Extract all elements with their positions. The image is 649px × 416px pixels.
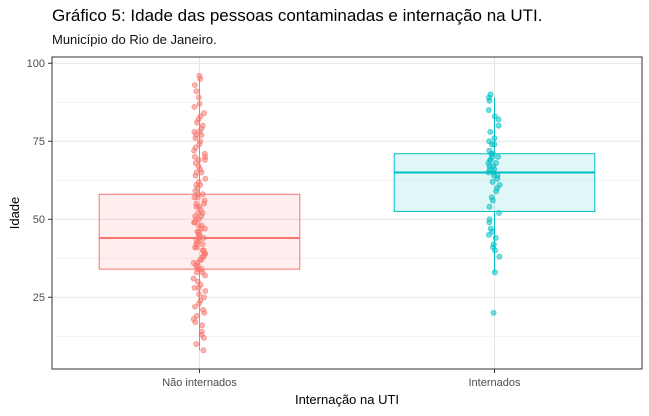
data-point bbox=[495, 116, 502, 123]
data-point bbox=[202, 288, 209, 294]
point-layer bbox=[190, 72, 503, 354]
data-point bbox=[490, 309, 497, 316]
data-point bbox=[495, 153, 501, 160]
data-point bbox=[196, 216, 202, 223]
data-point bbox=[192, 172, 199, 179]
data-point bbox=[496, 210, 502, 216]
data-point bbox=[494, 175, 501, 182]
data-point bbox=[491, 141, 498, 148]
data-point bbox=[194, 119, 200, 126]
data-point bbox=[193, 269, 200, 276]
data-point bbox=[190, 275, 197, 282]
data-point bbox=[492, 235, 499, 241]
data-point bbox=[193, 244, 200, 251]
data-point bbox=[201, 334, 207, 341]
data-point bbox=[191, 219, 197, 226]
data-point bbox=[199, 322, 205, 329]
chart-subtitle: Município do Rio de Janeiro. bbox=[52, 32, 217, 47]
y-axis-title: Idade bbox=[7, 197, 22, 230]
data-point bbox=[195, 94, 202, 101]
data-point bbox=[199, 191, 206, 198]
data-point bbox=[496, 253, 503, 260]
data-point bbox=[202, 225, 208, 232]
data-point bbox=[191, 147, 198, 154]
data-point bbox=[196, 300, 203, 307]
data-point bbox=[201, 200, 208, 207]
data-point bbox=[487, 128, 494, 135]
data-point bbox=[191, 104, 198, 110]
x-axis-title: Internação na UTI bbox=[295, 392, 399, 407]
data-point bbox=[492, 247, 498, 254]
data-point bbox=[491, 135, 498, 142]
data-point bbox=[485, 169, 492, 176]
data-point bbox=[192, 303, 198, 310]
data-point bbox=[200, 347, 207, 354]
box-layer bbox=[98, 78, 596, 351]
data-point bbox=[495, 122, 502, 129]
data-point bbox=[489, 197, 496, 204]
data-point bbox=[193, 203, 200, 210]
data-point bbox=[486, 203, 493, 210]
data-point bbox=[191, 194, 198, 201]
x-tick-label: Internados bbox=[469, 377, 521, 389]
data-point bbox=[193, 341, 200, 347]
data-point bbox=[485, 231, 492, 238]
y-tick-label: 100 bbox=[27, 58, 45, 70]
data-point bbox=[191, 82, 198, 88]
data-point bbox=[491, 269, 498, 276]
data-point bbox=[485, 107, 492, 113]
data-point bbox=[196, 291, 202, 298]
data-point bbox=[198, 132, 205, 138]
data-point bbox=[202, 157, 208, 163]
y-tick-label: 75 bbox=[33, 136, 45, 148]
data-point bbox=[196, 141, 203, 148]
data-point bbox=[191, 284, 198, 291]
data-point bbox=[486, 97, 493, 104]
data-point bbox=[192, 135, 199, 142]
data-point bbox=[192, 153, 198, 160]
data-point bbox=[192, 319, 199, 326]
data-point bbox=[202, 272, 208, 279]
data-point bbox=[193, 88, 200, 95]
data-point bbox=[199, 241, 206, 248]
data-point bbox=[202, 175, 209, 182]
x-tick-label: Não internados bbox=[162, 377, 237, 389]
plot-panel-border bbox=[51, 56, 643, 370]
data-point bbox=[197, 75, 204, 82]
tick-layer: 25 50 75 100 Não internados Internados bbox=[27, 58, 521, 389]
data-point bbox=[493, 188, 500, 195]
data-point bbox=[196, 100, 203, 107]
data-point bbox=[489, 178, 496, 185]
data-point bbox=[486, 219, 493, 226]
y-tick-label: 25 bbox=[33, 292, 45, 304]
y-tick-label: 50 bbox=[33, 214, 45, 226]
chart-title: Gráfico 5: Idade das pessoas contaminada… bbox=[52, 6, 543, 25]
data-point bbox=[201, 309, 208, 316]
